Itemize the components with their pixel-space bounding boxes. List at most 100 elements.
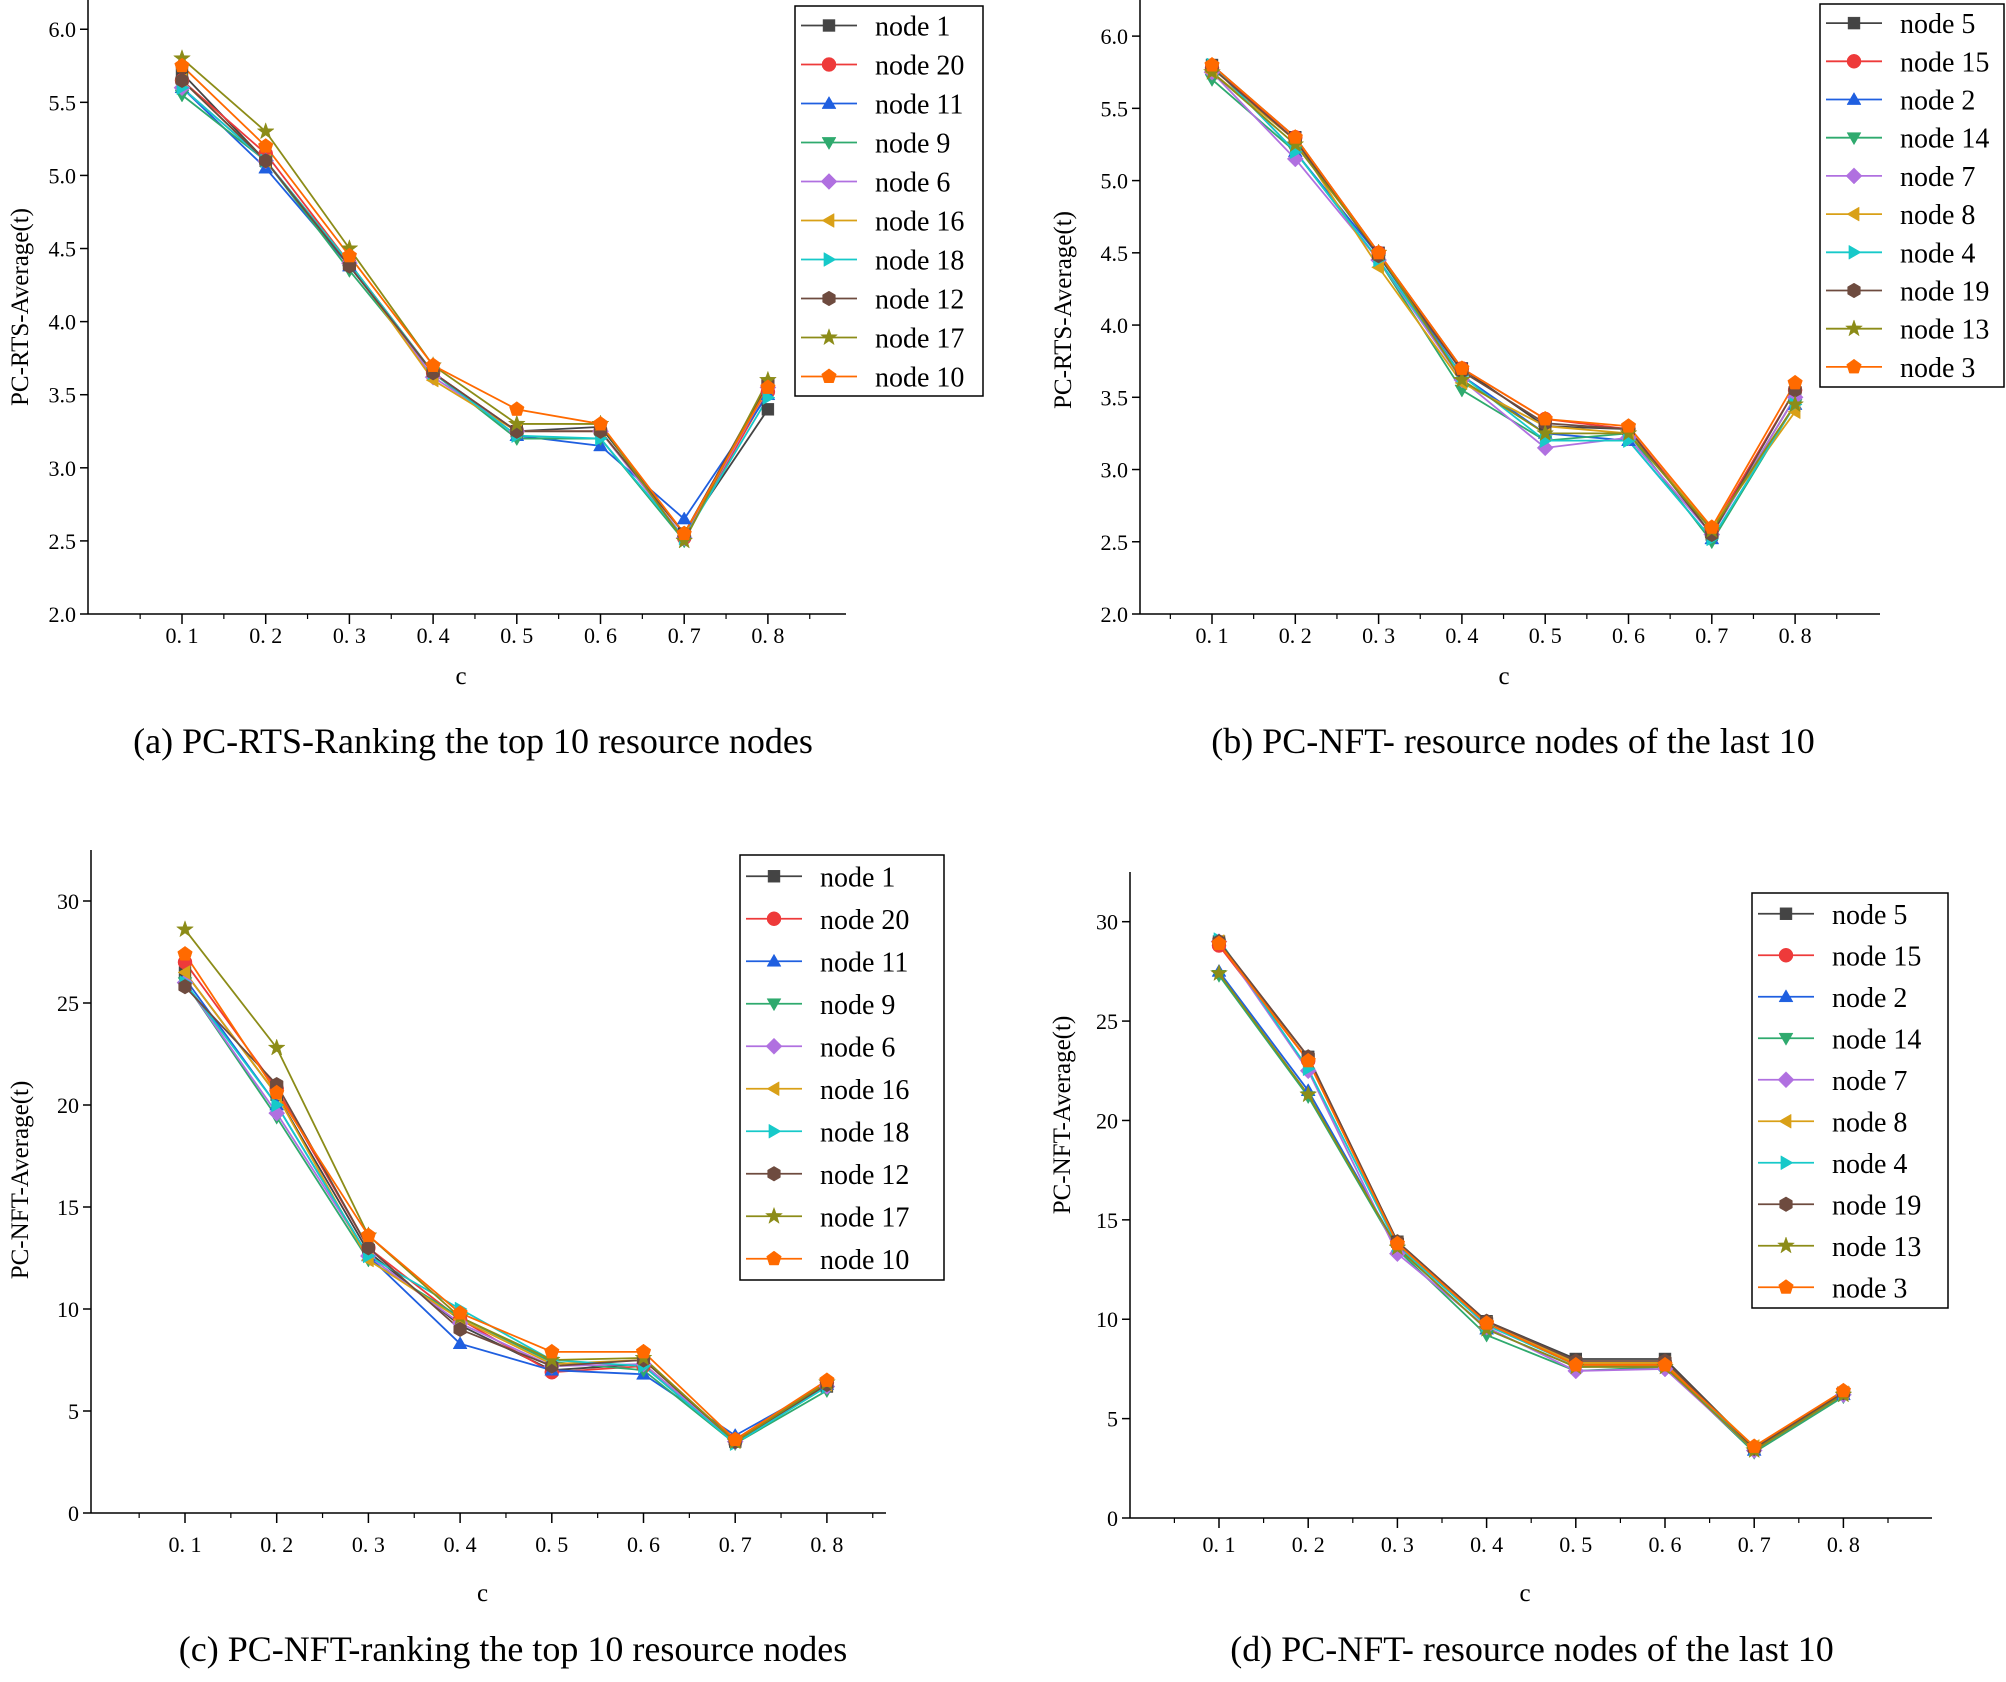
legend-label: node 12 — [820, 1160, 909, 1191]
data-point — [425, 357, 441, 372]
legend-label: node 9 — [875, 129, 950, 160]
legend-label: node 5 — [1900, 9, 1975, 40]
legend-marker — [821, 213, 835, 228]
x-tick-label: 0. 4 — [1470, 1532, 1503, 1557]
y-tick-label: 10 — [57, 1297, 79, 1322]
legend-label: node 8 — [1900, 200, 1975, 231]
data-point — [174, 57, 190, 73]
legend-label: node 4 — [1832, 1149, 1907, 1180]
y-tick-label: 2.5 — [1101, 530, 1129, 555]
data-point — [1746, 1438, 1762, 1453]
y-tick-label: 6.0 — [1101, 24, 1129, 49]
x-tick-label: 0. 3 — [1362, 623, 1395, 648]
data-point — [177, 964, 191, 980]
x-tick-label: 0. 8 — [810, 1532, 843, 1557]
legend-label: node 9 — [820, 990, 895, 1021]
data-point — [1787, 374, 1803, 390]
data-point — [268, 1104, 286, 1122]
y-tick-label: 5.5 — [49, 90, 77, 115]
series-line-node-14 — [1218, 974, 1844, 1454]
legend-marker — [1848, 244, 1862, 260]
y-tick-label: 6.0 — [49, 17, 77, 42]
legend-marker — [823, 252, 837, 267]
data-point — [1835, 1382, 1852, 1398]
data-point — [1209, 963, 1229, 982]
y-tick-label: 5 — [68, 1399, 79, 1424]
y-tick-label: 5.5 — [1101, 96, 1129, 121]
legend-marker — [766, 1081, 780, 1097]
legend-label: node 13 — [1900, 315, 1989, 346]
x-axis-title: c — [477, 1580, 488, 1607]
x-tick-label: 0. 5 — [1529, 623, 1562, 648]
x-axis-title: c — [1498, 663, 1509, 690]
data-point — [544, 1343, 560, 1359]
legend-marker — [821, 368, 837, 383]
y-tick-label: 10 — [1096, 1307, 1118, 1332]
legend-label: node 3 — [1832, 1273, 1907, 1304]
data-point — [1478, 1315, 1495, 1330]
legend-marker — [1778, 948, 1794, 963]
x-tick-label: 0. 7 — [719, 1532, 752, 1557]
x-tick-label: 0. 6 — [1612, 623, 1645, 648]
data-point — [342, 258, 357, 274]
data-point — [1786, 395, 1805, 413]
series-line-node-4 — [1218, 939, 1844, 1450]
legend: node 5 node 15 node 2 node 14 node 7 node 8 no… — [1819, 3, 2005, 388]
legend-label: node 15 — [1832, 941, 1921, 972]
data-point — [341, 247, 358, 263]
series-line-node-20 — [184, 961, 828, 1441]
data-point — [1389, 1235, 1406, 1251]
data-point — [1299, 1085, 1318, 1103]
x-tick-label: 0. 7 — [1738, 1532, 1771, 1557]
y-tick-label: 5.0 — [1101, 169, 1129, 194]
legend-label: node 14 — [1900, 124, 1989, 155]
x-tick-label: 0. 6 — [627, 1532, 660, 1557]
x-axis-title: c — [1519, 1580, 1530, 1607]
x-tick-label: 0. 8 — [1827, 1532, 1860, 1557]
data-point — [635, 1343, 652, 1359]
legend-box — [1819, 3, 2005, 388]
y-tick-label: 15 — [1096, 1208, 1118, 1233]
x-tick-label: 0. 7 — [668, 623, 701, 648]
legend-marker — [1846, 132, 1862, 146]
series-line-node-4 — [1211, 64, 1796, 541]
legend-label: node 18 — [875, 246, 964, 277]
legend-label: node 4 — [1900, 238, 1975, 269]
data-point — [1454, 360, 1470, 375]
data-point — [267, 1038, 286, 1056]
series-line-node-19 — [1211, 67, 1796, 537]
legend-marker — [768, 1123, 782, 1139]
data-point — [760, 379, 776, 394]
legend: node 1 node 20 node 11 node 9 node 6 node 16 n… — [794, 5, 984, 397]
series-line-node-19 — [1218, 941, 1844, 1450]
series-line-node-2 — [1218, 970, 1844, 1452]
series-line-node-13 — [1218, 972, 1844, 1452]
legend-marker — [1845, 167, 1863, 185]
data-point — [1620, 418, 1637, 433]
legend-label: node 15 — [1900, 47, 1989, 78]
data-point — [676, 511, 692, 525]
x-tick-label: 0. 5 — [535, 1532, 568, 1557]
data-point — [1568, 1356, 1584, 1372]
data-point — [258, 138, 274, 153]
chart-panel-b: 2.0 2.5 3.0 3.5 4.0 4.5 5.0 5.5 6.0 0. 1 0. 2 0. 3 0… — [1050, 0, 2005, 761]
legend: node 5 node 15 node 2 node 14 node 7 node 8 no… — [1751, 892, 1949, 1309]
legend-label: node 5 — [1832, 900, 1907, 931]
legend-label: node 6 — [820, 1032, 895, 1063]
legend-marker — [766, 953, 782, 967]
data-point — [1287, 129, 1303, 144]
chart-panel-a: 2.0 2.5 3.0 3.5 4.0 4.5 5.0 5.5 6.0 0. 1 0. 2 0. 3 0… — [7, 0, 984, 761]
series-line-node-17 — [181, 57, 769, 543]
legend-marker — [764, 1206, 784, 1224]
data-point — [1370, 244, 1387, 260]
legend-label: node 17 — [820, 1202, 909, 1233]
y-tick-label: 30 — [57, 889, 79, 914]
data-point — [676, 525, 692, 541]
legend-label: node 2 — [1900, 86, 1975, 117]
legend-marker — [766, 1250, 782, 1266]
y-tick-label: 0 — [1107, 1506, 1118, 1531]
legend-marker — [766, 998, 782, 1012]
legend-label: node 13 — [1832, 1232, 1921, 1263]
x-tick-label: 0. 1 — [169, 1532, 202, 1557]
x-tick-label: 0. 2 — [260, 1532, 293, 1557]
